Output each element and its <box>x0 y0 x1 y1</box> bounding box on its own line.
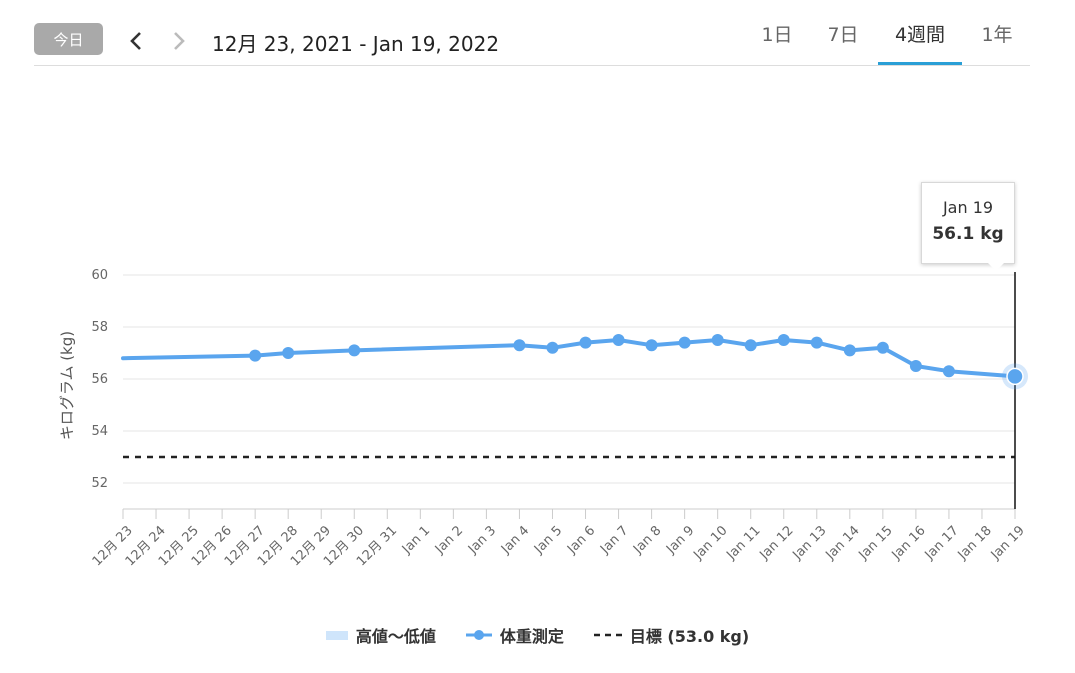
x-tick-label: Jan 5 <box>531 523 565 557</box>
x-tick-label: Jan 16 <box>889 523 929 563</box>
data-point <box>249 349 262 362</box>
tooltip-date: Jan 19 <box>942 198 994 217</box>
tab-1-day[interactable]: 1日 <box>761 24 793 46</box>
y-tick-label: 52 <box>91 476 108 491</box>
x-tick-label: Jan 11 <box>723 523 763 563</box>
tab-7-days[interactable]: 7日 <box>827 24 859 46</box>
x-tick-label: Jan 8 <box>630 523 664 557</box>
data-point <box>348 344 361 357</box>
date-range-label: 12月 23, 2021 - Jan 19, 2022 <box>212 32 500 56</box>
tab-4-weeks[interactable]: 4週間 <box>878 20 962 65</box>
x-tick-label: Jan 10 <box>690 523 730 563</box>
x-tick-label: Jan 4 <box>498 523 532 557</box>
data-point <box>843 344 856 357</box>
y-axis-label: キログラム (kg) <box>58 331 76 440</box>
chart-legend: 高値〜低値 体重測定 目標 (53.0 kg) <box>0 622 1075 648</box>
tooltip-value: 56.1 kg <box>932 224 1004 244</box>
x-tick-label: Jan 6 <box>564 523 598 557</box>
chevron-right-icon[interactable] <box>167 27 191 55</box>
x-tick-label: Jan 12 <box>756 523 796 563</box>
highlight-point <box>1006 367 1024 386</box>
toolbar-divider <box>34 65 1030 66</box>
y-tick-label: 58 <box>91 320 108 335</box>
x-tick-label: Jan 3 <box>465 523 499 557</box>
data-point <box>777 334 790 346</box>
today-button[interactable]: 今日 <box>34 23 103 55</box>
legend-item-range[interactable]: 高値〜低値 <box>325 623 436 647</box>
chevron-left-icon[interactable] <box>124 27 148 55</box>
x-tick-label: Jan 1 <box>399 523 433 557</box>
data-point <box>909 360 922 372</box>
legend-swatch-range <box>325 630 348 640</box>
legend-swatch-weight <box>465 630 492 640</box>
data-point <box>612 334 625 346</box>
x-tick-label: Jan 19 <box>988 523 1028 563</box>
legend-label-weight: 体重測定 <box>499 627 564 646</box>
tab-1-year[interactable]: 1年 <box>981 24 1013 46</box>
legend-label-goal: 目標 (53.0 kg) <box>629 627 750 646</box>
y-tick-label: 60 <box>91 268 108 283</box>
data-point <box>711 334 724 346</box>
x-tick-label: Jan 18 <box>955 523 995 563</box>
y-tick-label: 56 <box>91 372 108 387</box>
x-tick-label: Jan 13 <box>790 523 830 563</box>
legend-item-weight[interactable]: 体重測定 <box>465 623 564 647</box>
data-point <box>810 336 823 349</box>
legend-swatch-goal <box>593 633 622 637</box>
legend-label-range: 高値〜低値 <box>355 627 436 646</box>
data-point <box>579 336 592 349</box>
data-point <box>645 339 658 352</box>
x-tick-label: Jan 7 <box>597 523 631 557</box>
chart-tooltip: Jan 19 56.1 kg <box>921 182 1015 264</box>
x-tick-label: Jan 17 <box>922 523 962 563</box>
data-point <box>678 336 691 349</box>
x-tick-label: Jan 14 <box>823 523 863 563</box>
tooltip-pointer <box>986 261 1006 271</box>
toolbar: 今日 12月 23, 2021 - Jan 19, 2022 1日 7日 4週間… <box>0 0 1075 70</box>
x-tick-label: Jan 15 <box>856 523 896 563</box>
data-point <box>942 365 955 378</box>
data-point <box>513 339 526 352</box>
legend-item-goal[interactable]: 目標 (53.0 kg) <box>593 623 750 647</box>
data-point <box>282 347 295 359</box>
data-point <box>546 341 559 354</box>
data-point <box>876 341 889 354</box>
x-tick-label: Jan 2 <box>432 523 466 557</box>
y-tick-label: 54 <box>91 424 108 439</box>
data-point <box>744 339 757 352</box>
